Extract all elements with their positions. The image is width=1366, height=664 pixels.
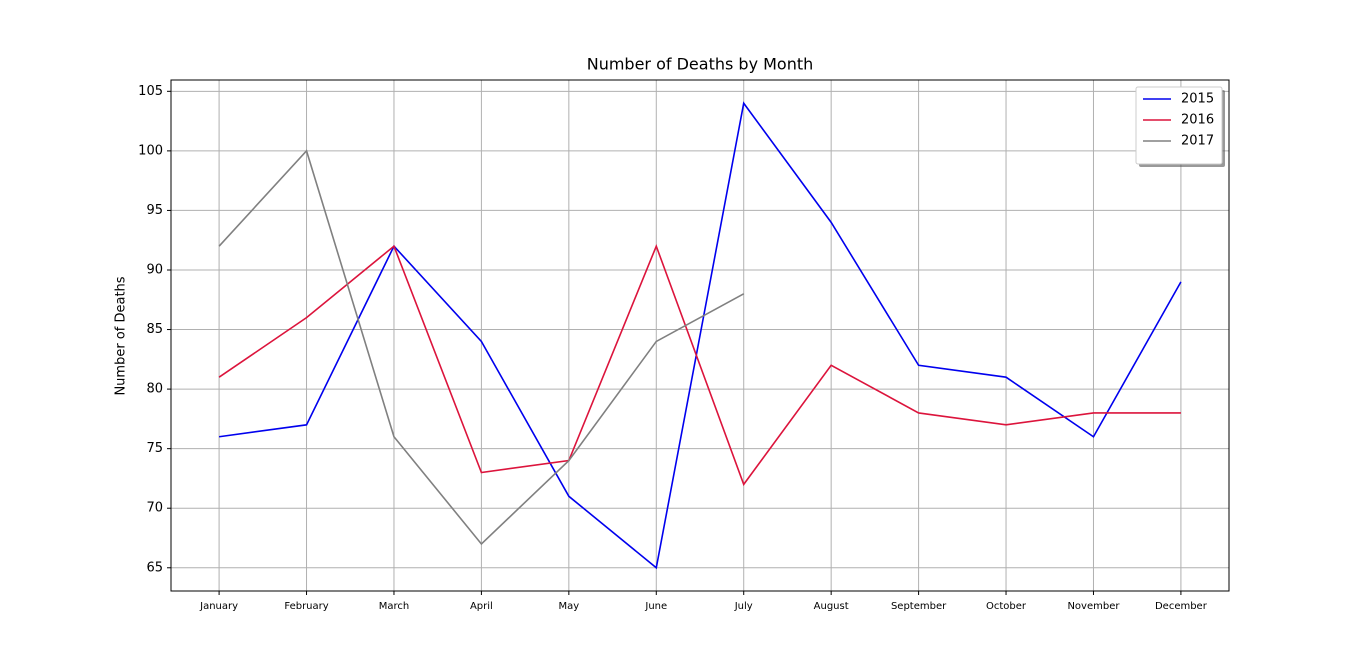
legend: 2015 2016 2017	[1135, 86, 1225, 167]
x-tick-label: October	[986, 601, 1027, 612]
y-tick-label: 70	[146, 501, 163, 516]
legend-label: 2016	[1181, 113, 1214, 128]
legend-label: 2017	[1181, 134, 1214, 149]
y-tick-label: 95	[146, 203, 163, 218]
x-tick-label: August	[814, 601, 849, 612]
x-tick-label: April	[470, 601, 493, 612]
line	[218, 101, 1182, 570]
x-tick-label: March	[379, 601, 409, 612]
x-tick-label: May	[558, 601, 579, 612]
y-tick-label: 90	[146, 262, 163, 277]
line	[218, 149, 745, 546]
legend-label: 2015	[1181, 92, 1214, 107]
x-tick-label: February	[284, 601, 328, 612]
y-tick-label: 80	[146, 382, 163, 397]
x-tick-label: November	[1067, 601, 1120, 612]
x-tick-label: June	[644, 601, 667, 612]
y-tick-label: 105	[138, 84, 163, 99]
y-tick-label: 75	[146, 441, 163, 456]
line	[218, 243, 1181, 487]
y-tick-label: 65	[146, 560, 163, 575]
y-tick-label: 85	[146, 322, 163, 337]
x-tick-label: December	[1155, 601, 1208, 612]
legend-box	[1135, 86, 1223, 165]
x-tick-label: January	[199, 601, 238, 612]
y-axis-label: Number of Deaths	[114, 276, 129, 395]
chart-title: Number of Deaths by Month	[587, 55, 814, 74]
x-tick-label: July	[734, 601, 753, 612]
x-tick-label: September	[891, 601, 947, 612]
y-tick-label: 100	[138, 143, 163, 158]
plot-frame	[170, 79, 1230, 592]
